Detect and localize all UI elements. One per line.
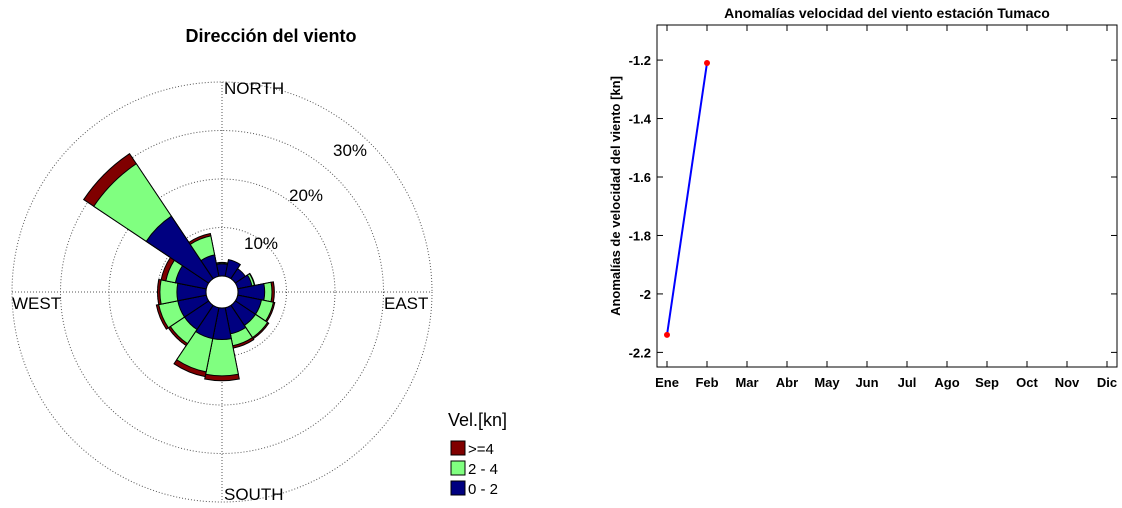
plot-area-frame (656, 24, 1118, 368)
y-axis-label: Anomalías de velocidad del viento [kn] (608, 76, 623, 316)
ring-label-20: 20% (289, 186, 323, 205)
y-tick-label: -1.8 (629, 228, 651, 243)
y-tick-label: -1.6 (629, 170, 651, 185)
x-tick-label: Sep (975, 375, 999, 390)
legend-swatch-high (450, 440, 466, 456)
x-tick-label: Abr (776, 375, 798, 390)
x-tick-label: Ene (655, 375, 679, 390)
x-tick-label: May (814, 375, 840, 390)
anomaly-point (664, 331, 670, 338)
y-tick-label: -1.2 (629, 53, 651, 68)
y-tick-label: -1.4 (629, 112, 652, 127)
compass-label-south: SOUTH (224, 485, 284, 504)
line-chart-title: Anomalías velocidad del viento estación … (724, 5, 1050, 21)
compass-label-west: WEST (12, 294, 61, 313)
rose-calm-circle (205, 275, 239, 309)
x-tick-label: Ago (934, 375, 959, 390)
x-tick-label: Jul (898, 375, 917, 390)
wind-rose-calm-circle (205, 275, 239, 309)
x-tick-label: Jun (855, 375, 878, 390)
y-axis-ticks: -2.2 -2 -1.8 -1.6 -1.4 -1.2 (629, 53, 1117, 360)
legend-label-mid: 2 - 4 (468, 461, 498, 478)
compass-label-east: EAST (384, 294, 428, 313)
x-tick-label: Feb (695, 375, 718, 390)
wind-rose-legend: Vel.[kn] >=4 2 - 4 0 - 2 (448, 410, 507, 498)
anomaly-point (704, 60, 710, 66)
y-tick-label: -2 (639, 287, 651, 302)
x-tick-label: Dic (1097, 375, 1117, 390)
wind-rose-petals (82, 152, 276, 382)
rose-ring (157, 227, 287, 357)
legend-title: Vel.[kn] (448, 410, 507, 430)
x-tick-label: Nov (1055, 375, 1080, 390)
wind-rose-chart: Dirección del viento NORTH SOUTH EAST WE… (11, 26, 507, 504)
wind-rose-labels: NORTH SOUTH EAST WEST 10% 20% 30% (12, 79, 428, 504)
legend-label-low: 0 - 2 (468, 481, 498, 498)
ring-label-30: 30% (333, 141, 367, 160)
wind-rose-title: Dirección del viento (185, 26, 356, 46)
x-tick-label: Oct (1016, 375, 1038, 390)
legend-swatch-low (450, 480, 466, 496)
x-tick-label: Mar (735, 375, 758, 390)
x-axis-ticks: Ene Feb Mar Abr May Jun Jul Ago Sep Oct Nov Dic (655, 25, 1117, 390)
legend-swatch-mid (450, 460, 466, 476)
ring-label-10: 10% (244, 234, 278, 253)
line-series (664, 60, 710, 338)
legend-label-high: >=4 (468, 441, 494, 458)
anomaly-line (666, 62, 708, 335)
y-tick-label: -2.2 (629, 345, 651, 360)
compass-label-north: NORTH (224, 79, 284, 98)
rose-ring (11, 81, 433, 503)
